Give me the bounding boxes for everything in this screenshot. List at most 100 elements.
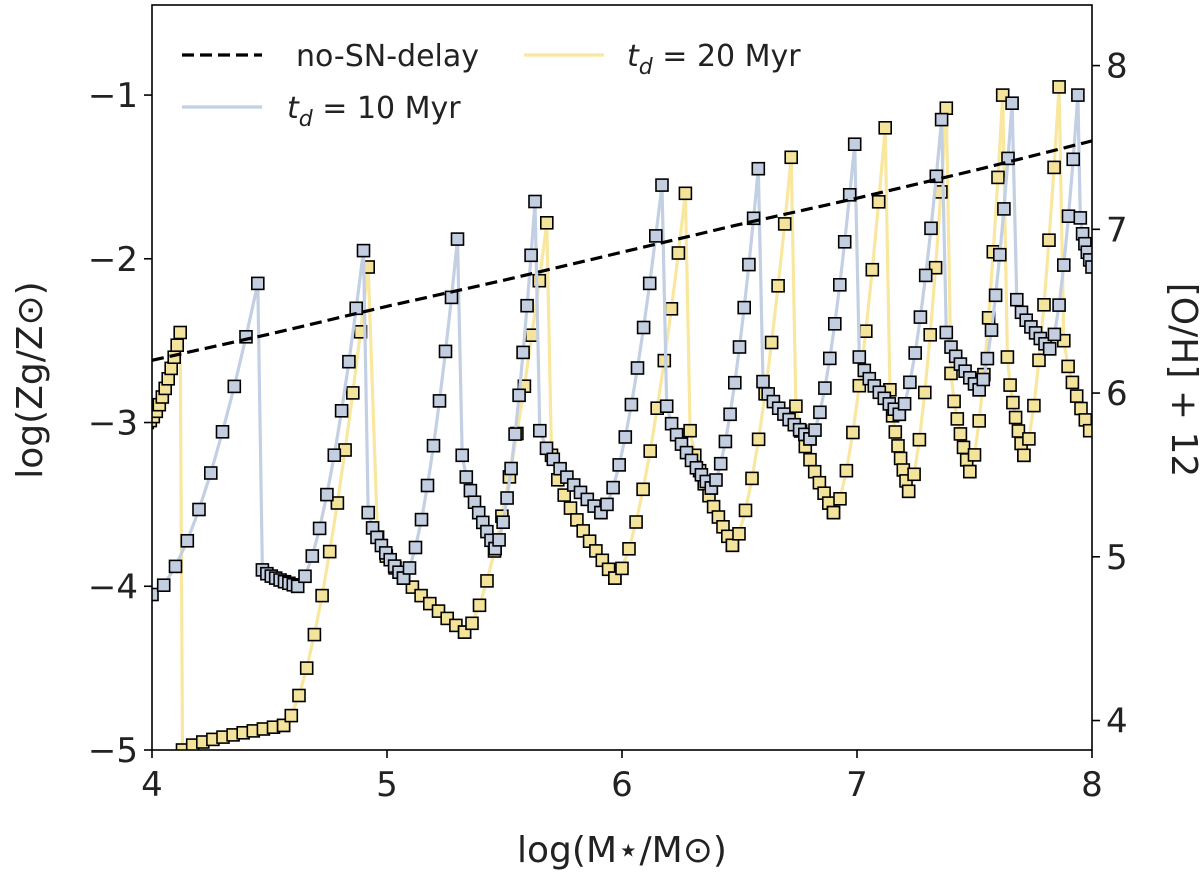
x-axis-label: log(M⋆/M⊙) [517,830,727,871]
data-point [1085,260,1092,274]
data-point [972,414,987,428]
x-tick-label: 6 [611,765,633,805]
data-point [671,246,686,260]
data-point [612,458,627,472]
data-point [618,430,633,444]
data-point [683,423,697,438]
data-point [789,399,803,414]
y-tick-label: −5 [88,731,138,771]
data-point [1000,350,1015,364]
data-point [508,427,522,441]
data-point [327,448,342,463]
y-tick-label: −2 [88,240,138,280]
data-point [480,574,494,588]
data-point [524,248,538,263]
data-point [1047,327,1062,342]
data-point [939,325,954,340]
data-point [465,616,479,631]
data-point [888,425,903,439]
data-point [615,561,629,576]
data-point [842,188,857,202]
data-point [156,578,171,593]
data-point [330,496,345,510]
data-point [771,278,785,293]
data-point [738,503,753,518]
data-point [426,438,441,453]
data-point [496,515,510,530]
data-point [837,235,852,249]
data-point [532,423,547,438]
y-tick-label: −4 [88,567,138,607]
data-point [808,423,822,437]
data-point [1027,398,1041,413]
data-point [420,478,435,493]
data-point [1082,423,1092,438]
data-point [918,268,933,283]
data-point [1006,395,1020,410]
data-point [832,277,847,292]
data-point [678,186,693,201]
data-point [950,412,965,426]
data-point [299,661,314,675]
legend-label-td20: td = 20 Myr [627,39,801,80]
data-point [1003,378,1017,392]
data-point [175,743,190,750]
data-point [630,361,645,375]
y-tick-label: −1 [88,76,138,116]
data-point [732,340,747,354]
data-point [737,300,752,315]
data-point [298,569,312,584]
data-point [528,194,542,209]
y-right-tick-label: 8 [1106,47,1128,87]
data-point [908,346,923,360]
data-point [865,262,880,277]
data-point [907,467,921,482]
data-point [524,328,539,343]
data-point [751,432,766,447]
data-point [168,559,183,574]
data-point [307,627,322,642]
data-point [1069,389,1084,403]
data-point [827,316,842,331]
y-axis-label: log(Zg/Z⊙) [10,281,51,478]
data-point [204,466,218,480]
data-point [1008,410,1023,425]
series-line [152,85,1092,750]
data-point [334,403,349,418]
data-point [924,221,938,236]
data-point [450,232,465,246]
data-point [1065,375,1080,390]
data-point [923,327,938,342]
data-point [1042,233,1056,247]
data-point [342,354,356,369]
data-point [1074,401,1088,416]
y-axis-right: 4 5 6 7 8 [1092,47,1128,742]
data-point [997,202,1011,216]
data-point [606,480,620,495]
data-point [1052,80,1066,94]
series-2 [152,88,1092,602]
data-point [822,351,837,366]
data-point [967,448,982,462]
data-point [284,708,299,723]
data-point [629,515,643,529]
data-point [901,484,916,499]
data-point [642,276,657,291]
data-point [784,150,799,165]
x-tick-label: 7 [846,765,868,805]
data-point [852,378,867,393]
data-point [980,351,995,366]
data-point [833,491,847,506]
data-point [516,345,530,360]
x-tick-label: 5 [376,765,398,805]
data-point [320,487,334,502]
data-point [315,588,329,603]
data-point [312,521,327,536]
data-point [1017,448,1031,463]
plot-area [152,80,1092,750]
data-point [276,718,291,733]
data-point [723,407,737,422]
data-point [777,217,792,231]
data-point [903,375,917,390]
